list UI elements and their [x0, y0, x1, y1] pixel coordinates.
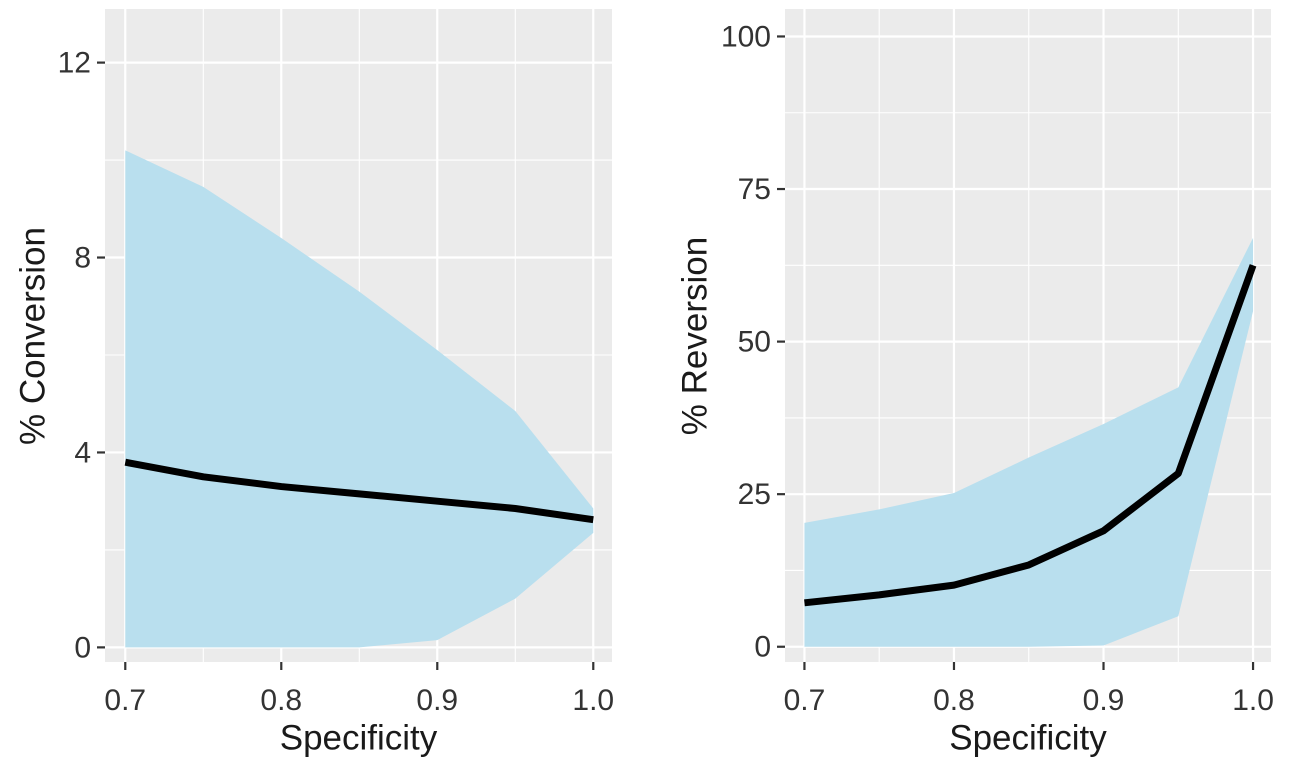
- x-tick-label: 0.8: [933, 684, 975, 717]
- x-tick-label: 1.0: [572, 684, 614, 717]
- confidence-ribbon: [125, 150, 594, 648]
- confidence-ribbon: [804, 237, 1254, 647]
- y-tick-label: 4: [74, 436, 91, 469]
- y-tick-label: 0: [754, 631, 771, 664]
- x-axis-title-reversion-specificity: Specificity: [949, 718, 1107, 758]
- y-tick-label: 12: [58, 47, 91, 80]
- y-axis-title-reversion: % Reversion: [675, 236, 715, 435]
- x-tick-label: 0.7: [104, 684, 146, 717]
- estimate-line: [124, 458, 594, 524]
- x-tick-label: 0.7: [784, 684, 826, 717]
- estimate-line: [804, 264, 1257, 607]
- x-axis-title-conversion-specificity: Specificity: [279, 718, 438, 758]
- y-tick-label: 0: [74, 631, 91, 664]
- y-tick-label: 8: [74, 242, 91, 275]
- panel-reversion: 0.7 0.8 0.9 1.0 0 25 50 75 100 % Reversion Speci…: [645, 0, 1290, 780]
- x-tick-label: 0.8: [260, 684, 302, 717]
- y-axis-title-conversion: % Conversion: [13, 226, 53, 445]
- y-tick-label: 100: [721, 20, 771, 53]
- x-tick-label: 1.0: [1232, 684, 1274, 717]
- x-tick-label: 0.9: [1083, 684, 1125, 717]
- plot-conversion: 0.7 0.8 0.9 1.0 0 4 8 12: [58, 9, 614, 717]
- y-tick-label: 50: [738, 326, 771, 359]
- panel-conversion: 0.7 0.8 0.9 1.0 0 4 8 12 % Conversion Specifici…: [13, 9, 614, 758]
- plot-reversion: 0.7 0.8 0.9 1.0 0 25 50 75 100: [721, 9, 1274, 717]
- y-tick-label: 75: [738, 173, 771, 206]
- y-tick-label: 25: [738, 478, 771, 511]
- x-tick-label: 0.9: [416, 684, 458, 717]
